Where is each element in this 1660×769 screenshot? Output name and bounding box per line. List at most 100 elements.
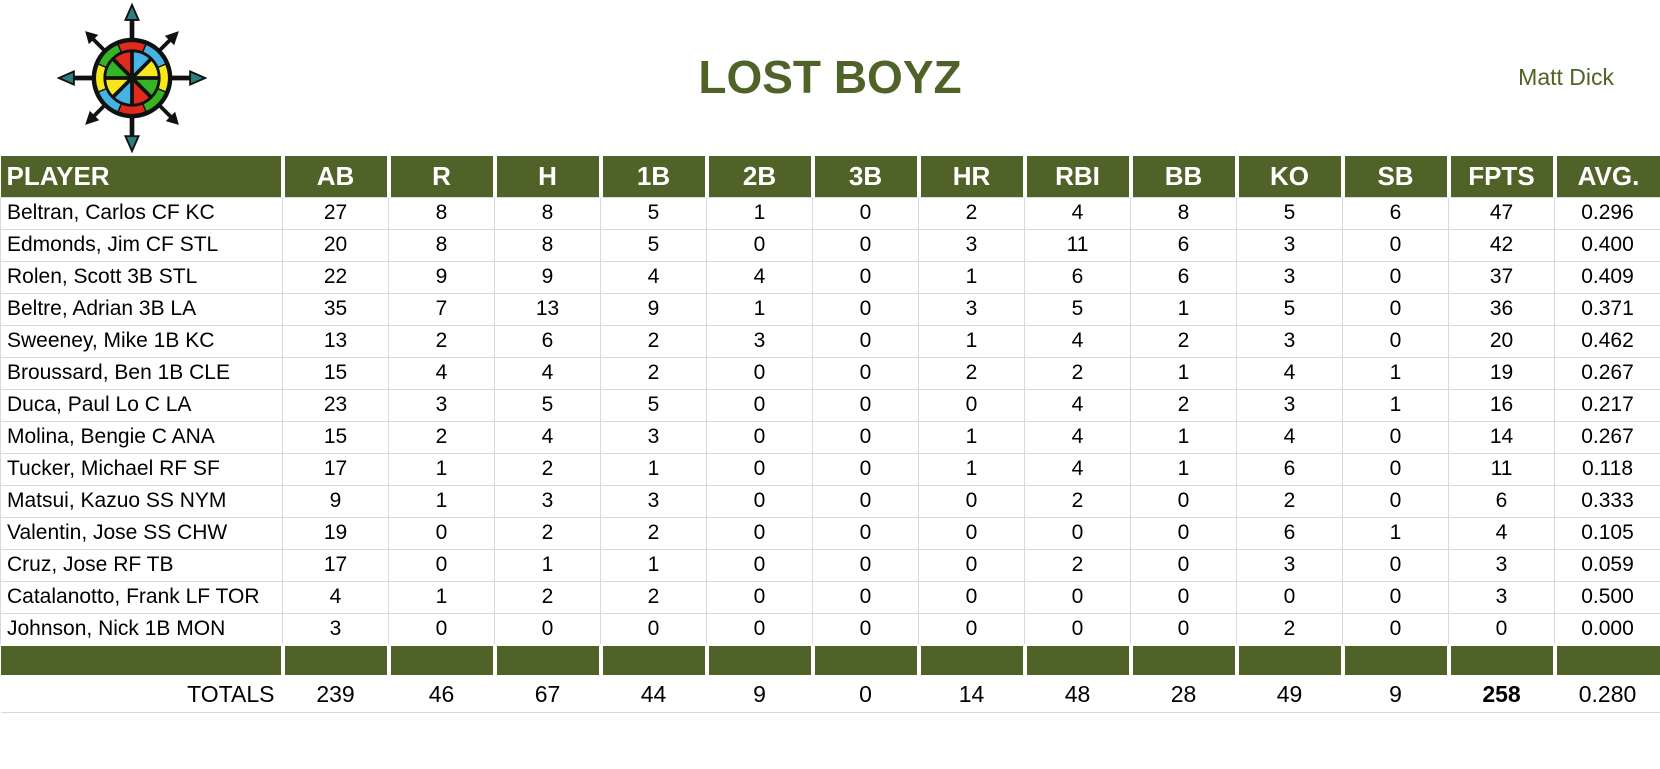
stat-cell-hr: 1 xyxy=(918,260,1025,294)
stat-cell-rbi: 0 xyxy=(1024,612,1131,646)
column-header-player: PLAYER xyxy=(0,156,283,197)
stat-cell-r: 1 xyxy=(388,452,495,486)
stat-cell-1b: 2 xyxy=(600,356,707,390)
column-header-h: H xyxy=(492,156,601,197)
player-name: Tucker, Michael RF SF xyxy=(0,452,283,486)
separator-cell xyxy=(1234,644,1343,677)
stat-cell-3b: 0 xyxy=(812,548,919,582)
stat-cell-2b: 0 xyxy=(706,516,813,550)
player-name: Matsui, Kazuo SS NYM xyxy=(0,484,283,518)
stat-cell-ko: 4 xyxy=(1236,420,1343,454)
stat-cell-1b: 2 xyxy=(600,580,707,614)
stat-cell-ko: 3 xyxy=(1236,260,1343,294)
stat-cell-2b: 1 xyxy=(706,196,813,230)
stat-cell-ab: 17 xyxy=(282,452,389,486)
total-cell-2b: 9 xyxy=(706,676,813,713)
stat-cell-rbi: 2 xyxy=(1024,356,1131,390)
stat-cell-2b: 0 xyxy=(706,388,813,422)
stat-cell-avg: 0.217 xyxy=(1554,388,1660,422)
stat-cell-ko: 5 xyxy=(1236,196,1343,230)
total-cell-1b: 44 xyxy=(600,676,707,713)
stat-cell-bb: 1 xyxy=(1130,420,1237,454)
stat-cell-avg: 0.059 xyxy=(1554,548,1660,582)
compass-logo-icon xyxy=(56,2,208,154)
total-cell-hr: 14 xyxy=(918,676,1025,713)
column-header-1b: 1B xyxy=(598,156,707,197)
stat-cell-fpts: 0 xyxy=(1448,612,1555,646)
separator-cell xyxy=(810,644,919,677)
stat-cell-rbi: 4 xyxy=(1024,196,1131,230)
stat-cell-sb: 0 xyxy=(1342,324,1449,358)
owner-name: Matt Dick xyxy=(1518,64,1614,90)
stat-cell-ko: 3 xyxy=(1236,324,1343,358)
stat-cell-fpts: 42 xyxy=(1448,228,1555,262)
player-row: Tucker, Michael RF SF 17 1 2 1 0 0 1 4 1 6 0 11 0.118 xyxy=(0,452,1660,486)
stat-cell-rbi: 6 xyxy=(1024,260,1131,294)
total-cell-avg: 0.280 xyxy=(1554,676,1660,713)
stat-cell-avg: 0.267 xyxy=(1554,420,1660,454)
player-row: Duca, Paul Lo C LA 23 3 5 5 0 0 0 4 2 3 1 16 0.217 xyxy=(0,388,1660,422)
separator-cell xyxy=(704,644,813,677)
player-row: Rolen, Scott 3B STL 22 9 9 4 4 0 1 6 6 3 0 37 0.409 xyxy=(0,260,1660,294)
player-name: Beltran, Carlos CF KC xyxy=(0,196,283,230)
totals-row: TOTALS 239 46 67 44 9 0 14 48 28 49 9 258 0.280 xyxy=(0,676,1660,713)
stat-cell-hr: 0 xyxy=(918,516,1025,550)
stat-cell-ab: 35 xyxy=(282,292,389,326)
page-header: LOST BOYZ Matt Dick xyxy=(0,0,1660,156)
stat-cell-sb: 0 xyxy=(1342,228,1449,262)
column-header-rbi: RBI xyxy=(1022,156,1131,197)
stat-cell-fpts: 20 xyxy=(1448,324,1555,358)
stat-cell-bb: 2 xyxy=(1130,324,1237,358)
stat-cell-rbi: 0 xyxy=(1024,580,1131,614)
stat-cell-3b: 0 xyxy=(812,324,919,358)
stat-cell-ko: 2 xyxy=(1236,612,1343,646)
stat-cell-h: 5 xyxy=(494,388,601,422)
stat-cell-h: 2 xyxy=(494,452,601,486)
stat-cell-bb: 1 xyxy=(1130,292,1237,326)
stat-cell-2b: 4 xyxy=(706,260,813,294)
separator-cell xyxy=(916,644,1025,677)
player-row: Cruz, Jose RF TB 17 0 1 1 0 0 0 2 0 3 0 3 0.059 xyxy=(0,548,1660,582)
stat-cell-bb: 1 xyxy=(1130,452,1237,486)
stat-cell-rbi: 5 xyxy=(1024,292,1131,326)
stat-cell-ab: 15 xyxy=(282,356,389,390)
stat-cell-fpts: 4 xyxy=(1448,516,1555,550)
stat-cell-2b: 0 xyxy=(706,228,813,262)
stat-cell-h: 2 xyxy=(494,580,601,614)
total-cell-r: 46 xyxy=(388,676,495,713)
player-row: Catalanotto, Frank LF TOR 4 1 2 2 0 0 0 0 0 0 0 3 0.5… xyxy=(0,580,1660,614)
stat-cell-h: 13 xyxy=(494,292,601,326)
stat-cell-ko: 3 xyxy=(1236,228,1343,262)
player-name: Broussard, Ben 1B CLE xyxy=(0,356,283,390)
stat-cell-1b: 0 xyxy=(600,612,707,646)
stat-cell-2b: 0 xyxy=(706,452,813,486)
player-row: Broussard, Ben 1B CLE 15 4 4 2 0 0 2 2 1 4 1 19 0.267 xyxy=(0,356,1660,390)
stat-cell-r: 9 xyxy=(388,260,495,294)
stat-cell-fpts: 37 xyxy=(1448,260,1555,294)
stat-cell-rbi: 4 xyxy=(1024,420,1131,454)
stat-cell-ab: 9 xyxy=(282,484,389,518)
stat-cell-sb: 0 xyxy=(1342,548,1449,582)
stat-cell-2b: 0 xyxy=(706,580,813,614)
column-header-avg: AVG. xyxy=(1552,156,1660,197)
stat-cell-1b: 3 xyxy=(600,420,707,454)
separator-cell xyxy=(386,644,495,677)
stat-cell-ab: 13 xyxy=(282,324,389,358)
stat-cell-r: 2 xyxy=(388,324,495,358)
stat-cell-h: 8 xyxy=(494,196,601,230)
team-title: LOST BOYZ xyxy=(698,51,962,103)
stat-cell-2b: 0 xyxy=(706,484,813,518)
player-name: Rolen, Scott 3B STL xyxy=(0,260,283,294)
stat-cell-3b: 0 xyxy=(812,580,919,614)
stat-cell-fpts: 36 xyxy=(1448,292,1555,326)
stat-cell-h: 0 xyxy=(494,612,601,646)
stat-cell-sb: 0 xyxy=(1342,612,1449,646)
stat-cell-1b: 3 xyxy=(600,484,707,518)
stat-cell-3b: 0 xyxy=(812,612,919,646)
stat-cell-avg: 0.000 xyxy=(1554,612,1660,646)
stat-cell-hr: 1 xyxy=(918,324,1025,358)
stat-cell-2b: 3 xyxy=(706,324,813,358)
stat-cell-rbi: 0 xyxy=(1024,516,1131,550)
stat-cell-fpts: 47 xyxy=(1448,196,1555,230)
player-row: Beltran, Carlos CF KC 27 8 8 5 1 0 2 4 8 5 6 47 0.296 xyxy=(0,196,1660,230)
